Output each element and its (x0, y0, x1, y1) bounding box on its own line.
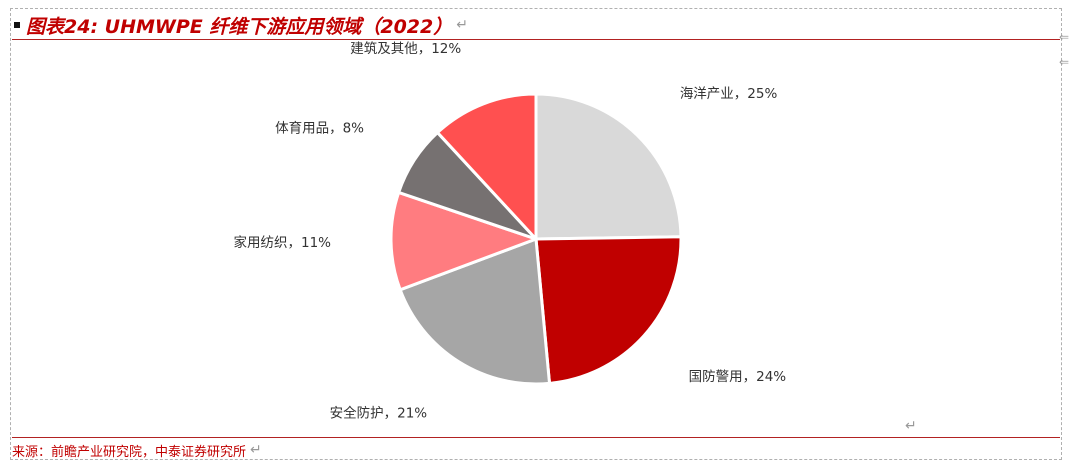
pie-data-label-1: 国防警用，24% (689, 369, 787, 385)
source-bar: 来源：前瞻产业研究院，中泰证券研究所 ↵ (12, 437, 1060, 462)
pie-data-label-0: 海洋产业，25% (680, 86, 778, 102)
paragraph-return-icon: ↵ (456, 17, 468, 33)
pie-data-label-5: 建筑及其他，12% (350, 41, 461, 57)
source-note: 来源：前瞻产业研究院，中泰证券研究所 (12, 444, 247, 460)
paragraph-return-icon: ↵ (250, 442, 262, 458)
pie-data-label-3: 家用纺织，11% (234, 234, 332, 251)
pie-data-label-4: 体育用品，8% (275, 120, 364, 136)
paragraph-return-icon: ↵ (905, 418, 917, 434)
pie-slice-1 (534, 235, 683, 386)
side-anchor-icon: ⇐ (1058, 55, 1069, 69)
figure-frame (10, 8, 1062, 460)
figure-title-bar: 图表24: UHMWPE 纤维下游应用领域（2022） ↵ (12, 11, 1060, 40)
pie-data-label-2: 安全防护，21% (330, 405, 428, 422)
side-anchor-icon: ⇐ (1058, 30, 1069, 44)
pie-slice-3 (389, 190, 541, 292)
bullet-icon (14, 22, 20, 28)
pie-slice-5 (435, 92, 538, 243)
pie-slice-2 (398, 236, 552, 386)
pie-slice-0 (534, 92, 683, 241)
figure-title: 图表24: UHMWPE 纤维下游应用领域（2022） (26, 15, 453, 38)
